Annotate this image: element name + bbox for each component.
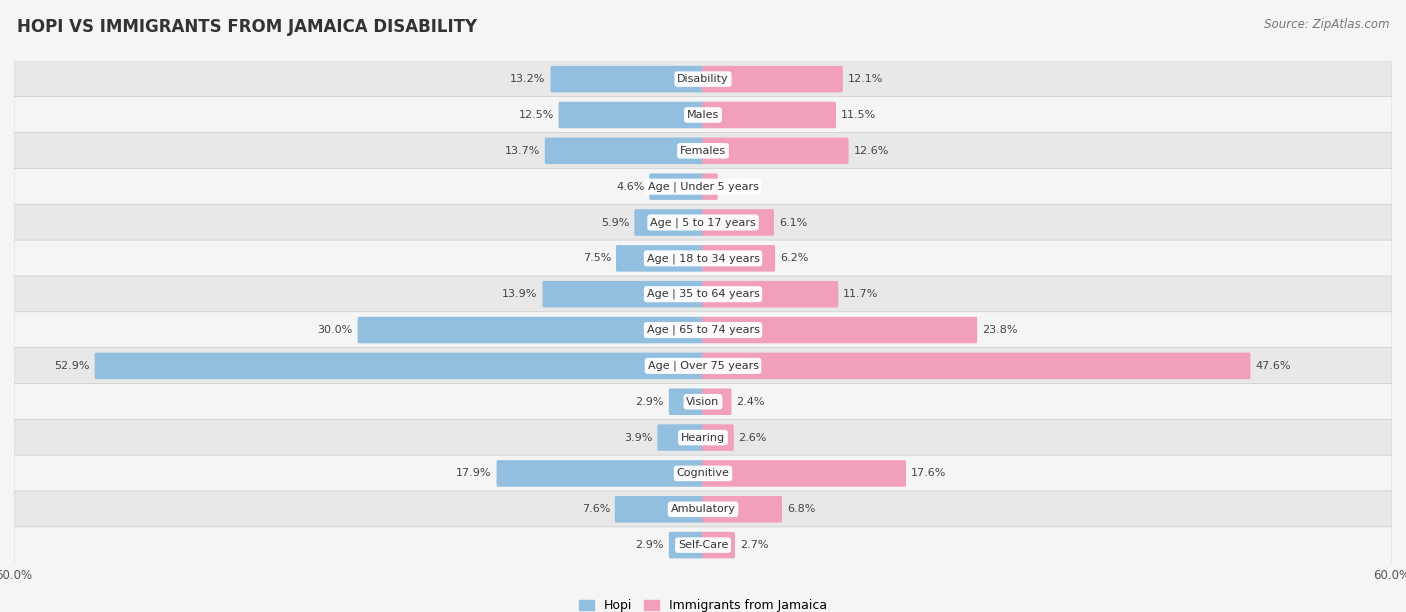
- FancyBboxPatch shape: [558, 102, 704, 129]
- Text: 2.7%: 2.7%: [740, 540, 768, 550]
- FancyBboxPatch shape: [496, 460, 704, 487]
- Text: 3.9%: 3.9%: [624, 433, 652, 442]
- Text: Source: ZipAtlas.com: Source: ZipAtlas.com: [1264, 18, 1389, 31]
- FancyBboxPatch shape: [544, 138, 704, 164]
- Text: 47.6%: 47.6%: [1256, 361, 1291, 371]
- Text: 17.9%: 17.9%: [456, 468, 492, 479]
- Text: 12.1%: 12.1%: [848, 74, 883, 84]
- Text: 17.6%: 17.6%: [911, 468, 946, 479]
- Text: Hearing: Hearing: [681, 433, 725, 442]
- Text: 13.2%: 13.2%: [510, 74, 546, 84]
- FancyBboxPatch shape: [669, 532, 704, 558]
- Text: Age | 65 to 74 years: Age | 65 to 74 years: [647, 325, 759, 335]
- FancyBboxPatch shape: [14, 61, 1392, 97]
- FancyBboxPatch shape: [94, 353, 704, 379]
- Text: 13.9%: 13.9%: [502, 289, 537, 299]
- FancyBboxPatch shape: [14, 168, 1392, 205]
- FancyBboxPatch shape: [702, 353, 1250, 379]
- Text: 11.7%: 11.7%: [844, 289, 879, 299]
- Text: 1.2%: 1.2%: [723, 182, 751, 192]
- Text: 2.9%: 2.9%: [636, 397, 664, 407]
- FancyBboxPatch shape: [14, 312, 1392, 348]
- FancyBboxPatch shape: [14, 97, 1392, 133]
- Text: 6.8%: 6.8%: [787, 504, 815, 514]
- FancyBboxPatch shape: [14, 491, 1392, 528]
- Legend: Hopi, Immigrants from Jamaica: Hopi, Immigrants from Jamaica: [574, 594, 832, 612]
- FancyBboxPatch shape: [14, 527, 1392, 564]
- FancyBboxPatch shape: [616, 245, 704, 272]
- FancyBboxPatch shape: [650, 173, 704, 200]
- FancyBboxPatch shape: [543, 281, 704, 307]
- Text: Age | Under 5 years: Age | Under 5 years: [648, 181, 758, 192]
- FancyBboxPatch shape: [702, 102, 837, 129]
- FancyBboxPatch shape: [702, 173, 717, 200]
- Text: 2.9%: 2.9%: [636, 540, 664, 550]
- Text: 6.2%: 6.2%: [780, 253, 808, 263]
- Text: 13.7%: 13.7%: [505, 146, 540, 156]
- FancyBboxPatch shape: [14, 240, 1392, 277]
- Text: 30.0%: 30.0%: [318, 325, 353, 335]
- FancyBboxPatch shape: [634, 209, 704, 236]
- Text: 12.6%: 12.6%: [853, 146, 889, 156]
- FancyBboxPatch shape: [14, 419, 1392, 456]
- Text: Vision: Vision: [686, 397, 720, 407]
- Text: 6.1%: 6.1%: [779, 217, 807, 228]
- FancyBboxPatch shape: [702, 317, 977, 343]
- Text: 23.8%: 23.8%: [981, 325, 1018, 335]
- Text: Age | 35 to 64 years: Age | 35 to 64 years: [647, 289, 759, 299]
- Text: Cognitive: Cognitive: [676, 468, 730, 479]
- FancyBboxPatch shape: [669, 389, 704, 415]
- FancyBboxPatch shape: [702, 532, 735, 558]
- FancyBboxPatch shape: [702, 281, 838, 307]
- Text: 12.5%: 12.5%: [519, 110, 554, 120]
- Text: 11.5%: 11.5%: [841, 110, 876, 120]
- FancyBboxPatch shape: [14, 348, 1392, 384]
- FancyBboxPatch shape: [657, 424, 704, 451]
- FancyBboxPatch shape: [14, 455, 1392, 491]
- Text: Self-Care: Self-Care: [678, 540, 728, 550]
- FancyBboxPatch shape: [14, 384, 1392, 420]
- Text: Males: Males: [688, 110, 718, 120]
- FancyBboxPatch shape: [14, 133, 1392, 169]
- Text: Ambulatory: Ambulatory: [671, 504, 735, 514]
- FancyBboxPatch shape: [702, 389, 731, 415]
- FancyBboxPatch shape: [702, 496, 782, 523]
- Text: Age | Over 75 years: Age | Over 75 years: [648, 360, 758, 371]
- Text: 2.6%: 2.6%: [738, 433, 766, 442]
- Text: 52.9%: 52.9%: [55, 361, 90, 371]
- FancyBboxPatch shape: [357, 317, 704, 343]
- Text: Age | 5 to 17 years: Age | 5 to 17 years: [650, 217, 756, 228]
- FancyBboxPatch shape: [14, 276, 1392, 313]
- FancyBboxPatch shape: [614, 496, 704, 523]
- FancyBboxPatch shape: [702, 66, 842, 92]
- FancyBboxPatch shape: [702, 245, 775, 272]
- FancyBboxPatch shape: [702, 138, 849, 164]
- Text: 2.4%: 2.4%: [737, 397, 765, 407]
- FancyBboxPatch shape: [14, 204, 1392, 241]
- Text: Age | 18 to 34 years: Age | 18 to 34 years: [647, 253, 759, 264]
- Text: Disability: Disability: [678, 74, 728, 84]
- Text: 4.6%: 4.6%: [616, 182, 644, 192]
- FancyBboxPatch shape: [702, 209, 773, 236]
- FancyBboxPatch shape: [702, 460, 905, 487]
- FancyBboxPatch shape: [551, 66, 704, 92]
- Text: 7.6%: 7.6%: [582, 504, 610, 514]
- FancyBboxPatch shape: [702, 424, 734, 451]
- Text: 5.9%: 5.9%: [602, 217, 630, 228]
- Text: 7.5%: 7.5%: [582, 253, 612, 263]
- Text: HOPI VS IMMIGRANTS FROM JAMAICA DISABILITY: HOPI VS IMMIGRANTS FROM JAMAICA DISABILI…: [17, 18, 477, 36]
- Text: Females: Females: [681, 146, 725, 156]
